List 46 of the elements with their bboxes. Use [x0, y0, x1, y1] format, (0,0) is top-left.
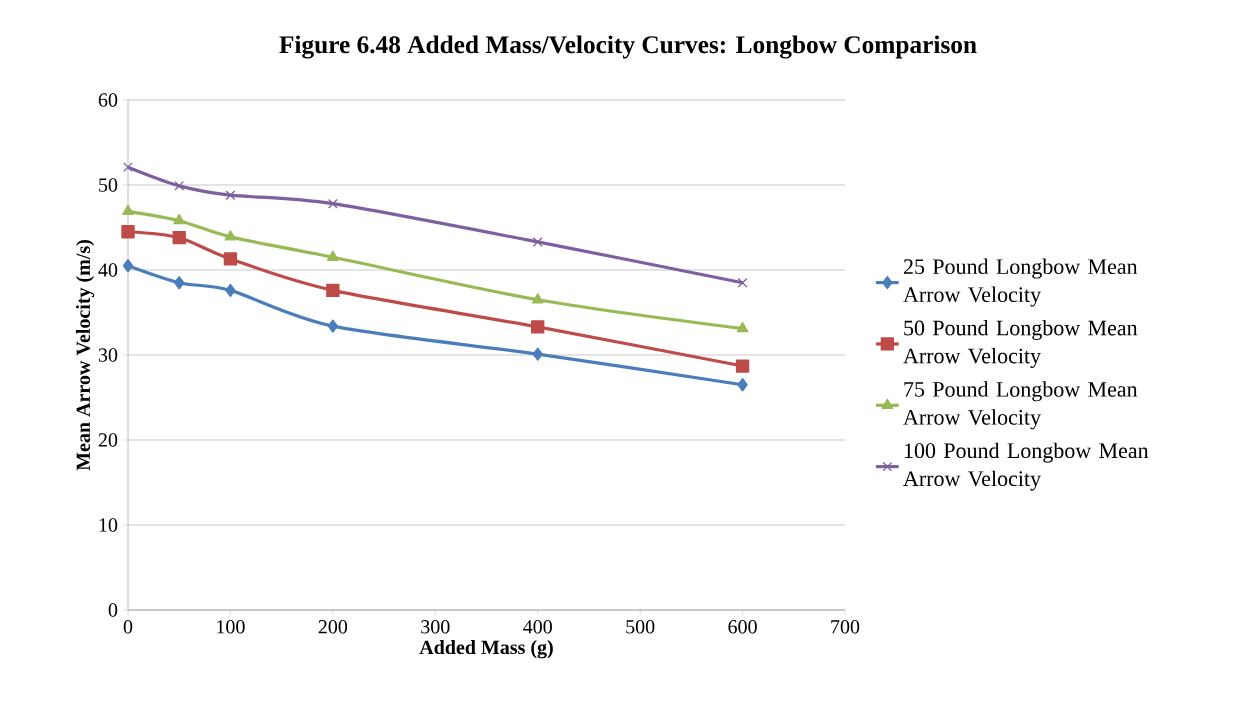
y-tick-label: 10 [99, 518, 118, 532]
point [737, 277, 748, 288]
point [327, 319, 339, 333]
legend-label: 100 Pound Longbow Mean Arrow Velocity [903, 442, 1149, 491]
point [737, 378, 748, 392]
x-tick-label: 300 [421, 620, 450, 634]
point [123, 162, 133, 173]
point [532, 237, 543, 247]
x-axis-title: Added Mass (g) [419, 640, 553, 659]
point [121, 225, 135, 239]
legend-label: 25 Pound Longbow Mean Arrow Velocity [903, 258, 1138, 307]
legend-label: 75 Pound Longbow Mean Arrow Velocity [903, 381, 1138, 430]
point [174, 180, 185, 191]
x-tick-label: 700 [831, 620, 860, 634]
point [225, 283, 236, 298]
point [532, 347, 543, 361]
y-tick-label: 30 [98, 348, 118, 362]
x-tick-label: 0 [123, 620, 133, 634]
x-tick-label: 400 [523, 620, 552, 634]
point [327, 198, 338, 209]
point [122, 259, 134, 273]
point [122, 204, 134, 216]
y-tick-label: 60 [98, 93, 118, 107]
y-tick-label: 50 [99, 178, 118, 192]
y-tick-label: 20 [98, 433, 118, 447]
point [224, 230, 237, 241]
point [174, 276, 185, 290]
point [172, 231, 186, 245]
x-tick-label: 100 [217, 620, 245, 634]
point [531, 293, 544, 304]
legend-label: 50 Pound Longbow Mean Arrow Velocity [903, 319, 1138, 368]
x-tick-label: 500 [626, 620, 655, 634]
x-tick-label: 600 [728, 620, 757, 634]
y-axis-title: Mean Arrow Velocity (m/s) [75, 240, 95, 471]
point [326, 283, 340, 298]
point [736, 321, 749, 333]
y-tick-label: 40 [98, 263, 118, 277]
point [326, 250, 339, 261]
point [173, 214, 186, 225]
chart-title: Figure 6.48 Added Mass/Velocity Curves: Longbow Comparison [279, 35, 977, 59]
y-tick-label: 0 [108, 603, 118, 617]
point [223, 252, 238, 266]
point [225, 190, 236, 201]
point [531, 320, 545, 334]
point [735, 359, 750, 373]
x-tick-label: 200 [318, 620, 348, 634]
